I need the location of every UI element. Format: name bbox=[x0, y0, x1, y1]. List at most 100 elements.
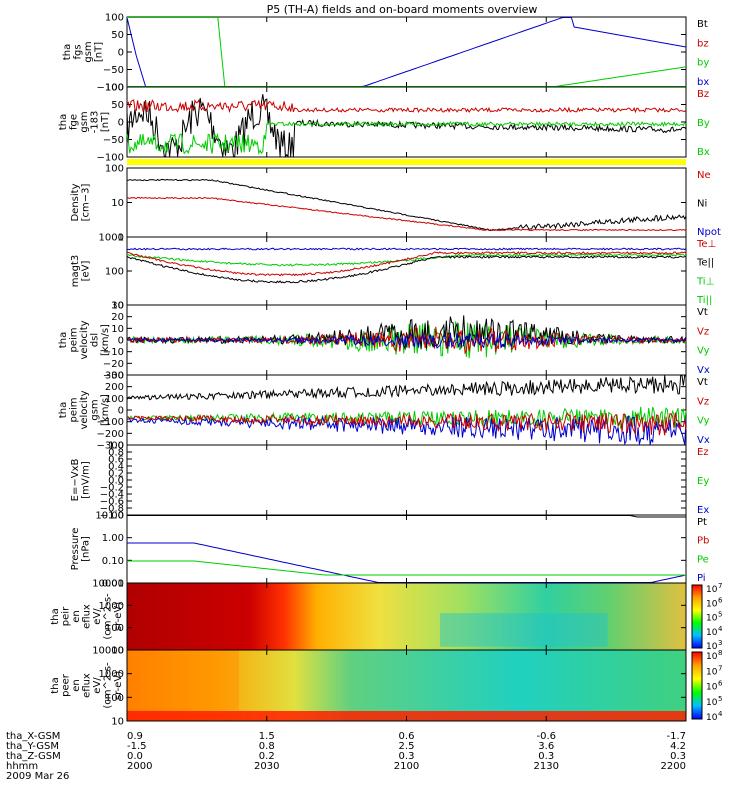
trace-by-drop bbox=[127, 17, 686, 87]
legend-Ti||: Ti|| bbox=[696, 295, 712, 306]
ylabel-line: en bbox=[71, 679, 82, 692]
ylabel-line: (cm^2-s- bbox=[103, 662, 114, 709]
tick-label: 300 bbox=[105, 371, 124, 382]
low-flux-region bbox=[440, 613, 608, 647]
tick-label: −50 bbox=[103, 65, 124, 76]
ylabel-pressure: Pressure [nPa] bbox=[70, 528, 92, 571]
trace-Ni bbox=[126, 178, 687, 232]
legend-Vz: Vz bbox=[697, 396, 709, 407]
tick-label: 30 bbox=[111, 301, 124, 312]
trace-bx bbox=[127, 17, 687, 87]
legend-Vy: Vy bbox=[697, 416, 710, 427]
colorbar-peer bbox=[691, 651, 703, 720]
legend-Ez: Ez bbox=[697, 447, 709, 458]
trace-Npot bbox=[126, 247, 687, 251]
tick-label: 0.0 bbox=[108, 476, 124, 487]
footer-value: 2200 bbox=[661, 761, 686, 772]
colorbar-exp: 4 bbox=[718, 710, 723, 718]
legend-Pt: Pt bbox=[697, 517, 707, 528]
legend-Te⊥: Te⊥ bbox=[696, 239, 716, 250]
tick-label: 0 bbox=[118, 118, 124, 129]
footer-value: 0.8 bbox=[259, 741, 275, 752]
ylabel-line: magt3 bbox=[70, 255, 81, 288]
footer-value: 0.3 bbox=[538, 751, 554, 762]
tick-label: 1.00 bbox=[102, 533, 124, 544]
footer-value: 0.3 bbox=[670, 751, 686, 762]
tick-label: 0.10 bbox=[102, 556, 124, 567]
tick-label: 0 bbox=[118, 48, 124, 59]
footer-value: 2130 bbox=[534, 761, 559, 772]
footer-value: 2100 bbox=[394, 761, 419, 772]
ylabel-line: fgs bbox=[73, 44, 84, 59]
footer-value: 2.5 bbox=[399, 741, 415, 752]
mode-strip bbox=[127, 159, 686, 165]
panel-fge: 100 50 0 −50 −100 tha fge gsm -183 [nT] Bz By Bx bbox=[58, 83, 710, 164]
panel-fgs: 100 50 0 −50 −100 tha fgs gsm [nT] Bt bz by bx bbox=[62, 13, 709, 94]
panel-density: 100 10 1 Density [cm−3] Ne Ni Npot bbox=[70, 164, 721, 244]
footer: tha_X-GSM tha_Y-GSM tha_Z-GSM hhmm 2009 … bbox=[6, 731, 686, 782]
legend-Te||: Te|| bbox=[696, 258, 714, 269]
colorbar-tick: 10 bbox=[706, 585, 718, 595]
footer-label-z: tha_Z-GSM bbox=[6, 751, 61, 762]
footer-label-hhmm: hhmm bbox=[6, 761, 38, 772]
footer-label-y: tha_Y-GSM bbox=[6, 741, 59, 752]
tick-label: −0.6 bbox=[100, 497, 124, 508]
ylabel-line: eV/ bbox=[92, 608, 103, 625]
panel-frame-pressure bbox=[126, 514, 687, 584]
tick-label: 10 bbox=[111, 324, 124, 335]
footer-value: 0.9 bbox=[127, 731, 143, 742]
ylabel-efield: E=−VxB [mV/m] bbox=[70, 459, 92, 502]
trace-Pe bbox=[127, 560, 686, 576]
ylabel-line: [nT] bbox=[100, 112, 111, 132]
trace-bx-early bbox=[126, 17, 686, 87]
footer-value: 0.0 bbox=[127, 751, 143, 762]
footer-value: 1.5 bbox=[259, 731, 275, 742]
legend-Vz: Vz bbox=[697, 326, 709, 337]
panel-frame-temp bbox=[126, 236, 687, 306]
tick-label: −50 bbox=[103, 135, 124, 146]
colorbar-tick: 10 bbox=[706, 628, 718, 638]
colorbar-tick: 10 bbox=[706, 642, 718, 652]
trace-Vz bbox=[126, 412, 687, 436]
ylabel-density: Density [cm−3] bbox=[70, 183, 92, 221]
ylabel-line: [mV/m] bbox=[81, 461, 92, 499]
footer-value: 4.2 bbox=[670, 741, 686, 752]
ylabel-line: peer bbox=[61, 673, 72, 697]
colorbar-exp: 6 bbox=[718, 680, 723, 688]
ylabel-line: tha bbox=[50, 608, 61, 624]
trace-Vx bbox=[126, 332, 687, 349]
ylabel-line: tha bbox=[50, 677, 61, 693]
footer-value: 0.2 bbox=[259, 751, 275, 762]
tick-label: −100 bbox=[97, 83, 124, 94]
tick-label: 50 bbox=[111, 100, 124, 111]
footer-label-x: tha_X-GSM bbox=[6, 731, 60, 742]
tick-label: 200 bbox=[105, 382, 124, 393]
footer-value: 2000 bbox=[127, 761, 152, 772]
panel-temp: 1000 100 10 magt3 [eV] Te⊥ Te|| Ti⊥ Ti|| bbox=[70, 233, 716, 312]
ylabel-line: eflux bbox=[82, 604, 93, 629]
ylabel-line: dsl bbox=[90, 333, 101, 347]
legend-Bt: Bt bbox=[697, 19, 708, 30]
ylabel-line: sr-eV) bbox=[113, 671, 124, 700]
panel-efield: 1.00.80.60.40.20.0−0.2−0.4−0.6−0.8−1.0 E=… bbox=[70, 441, 709, 522]
ylabel-vgsm: tha peim velocity gsm [km/s] bbox=[58, 390, 111, 429]
colorbar-exp: 3 bbox=[718, 639, 722, 647]
tick-label: 10 bbox=[111, 646, 124, 657]
ylabel-line: tha bbox=[62, 44, 73, 60]
tick-label: −20 bbox=[103, 359, 124, 370]
tick-label: 1000 bbox=[99, 601, 124, 612]
tick-label: 0 bbox=[118, 336, 124, 347]
legend-Ne: Ne bbox=[697, 170, 711, 181]
legend-Bx: Bx bbox=[697, 147, 710, 158]
ylabel-line: velocity bbox=[79, 390, 90, 429]
panel-frame-fgs bbox=[126, 16, 687, 88]
tick-label: 100 bbox=[105, 693, 124, 704]
ylabel-line: [nPa] bbox=[81, 536, 92, 562]
tick-label: 1000 bbox=[99, 233, 124, 244]
ylabel-line: -183 bbox=[90, 111, 101, 134]
tick-label: 100 bbox=[105, 13, 124, 24]
tick-label: 100 bbox=[105, 164, 124, 175]
legend-By: By bbox=[697, 118, 710, 129]
tick-label: 10 bbox=[111, 717, 124, 728]
ylabel-line: peim bbox=[69, 397, 80, 422]
